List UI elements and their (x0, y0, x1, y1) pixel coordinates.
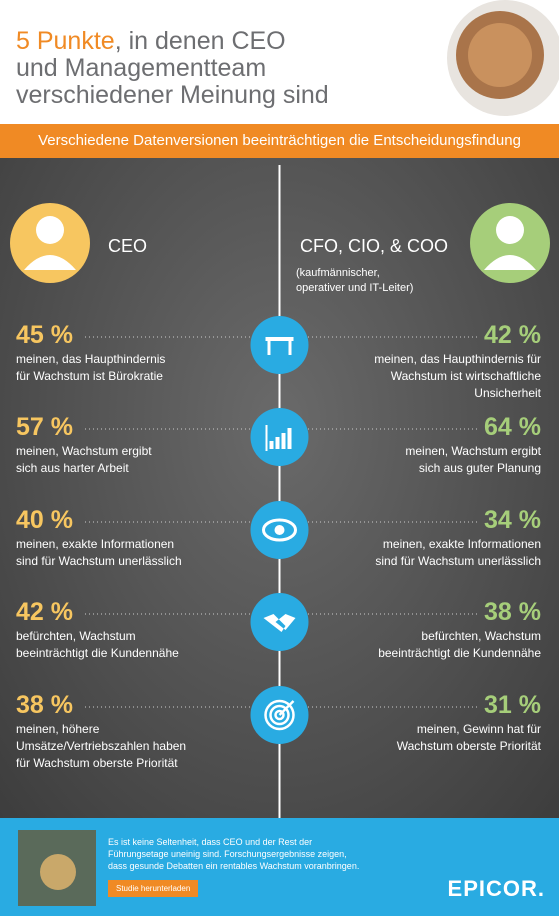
icon-part (288, 341, 292, 355)
description-line: meinen, exakte Informationen (16, 537, 175, 551)
description-line: für Wachstum oberste Priorität (16, 756, 178, 770)
description: befürchten, Wachstum beeinträchtigt die K… (378, 628, 541, 662)
note-line: operativer und IT-Leiter) (296, 282, 414, 294)
icon-part (269, 441, 274, 449)
percent: 34 % (484, 506, 541, 534)
percent: 31 % (484, 691, 541, 719)
logo: EPICOR. (447, 876, 545, 901)
icon-part (263, 614, 296, 632)
note-line: (kaufmännischer, (296, 267, 380, 279)
description-line: meinen, exakte Informationen (382, 537, 541, 551)
footer-line: dass gesunde Debatten ein rentables Wach… (108, 861, 360, 871)
description: meinen, exakte Informationen sind für Wac… (375, 536, 541, 570)
percent: 42 % (484, 321, 541, 349)
icon-part (262, 518, 297, 542)
percent: 42 % (16, 598, 73, 626)
description-line: sind für Wachstum unerlässlich (16, 554, 182, 568)
description-line: sich aus guter Planung (418, 461, 541, 475)
icon (262, 518, 297, 542)
icon-part (275, 437, 280, 449)
description-line: meinen, höhere (16, 722, 100, 736)
description-line: meinen, das Haupthindernis (16, 352, 166, 366)
banner: Verschiedene Datenversionen beeinträchti… (0, 124, 559, 158)
description-line: Unsicherheit (474, 386, 541, 400)
icon-part (265, 337, 294, 341)
description: meinen, Wachstum ergibt sich aus guter Pl… (405, 443, 541, 477)
percent: 38 % (484, 598, 541, 626)
icon (263, 614, 296, 632)
description-line: Wachstum ist wirtschaftliche (390, 369, 541, 383)
icon-part (269, 704, 290, 726)
icon-part (281, 433, 286, 449)
description: meinen, das Haupthindernis für Wachstum i… (374, 351, 541, 402)
title-text: verschiedener Meinung sind (16, 81, 329, 109)
description-line: meinen, Wachstum ergibt (16, 444, 152, 458)
description-line: beeinträchtigt die Kundennähe (378, 646, 541, 660)
title-text: , in denen CEO (114, 27, 286, 55)
title: 5 Punkte, in denen CEO und Managementtea… (16, 28, 329, 109)
icon-part (264, 699, 295, 731)
description-line: meinen, Wachstum ergibt (405, 444, 541, 458)
icon (265, 337, 294, 355)
description-line: befürchten, Wachstum (16, 629, 136, 643)
icon-part (274, 525, 285, 535)
icon-part (287, 428, 292, 449)
right-note: (kaufmännischer, operativer und IT-Leite… (296, 266, 413, 296)
title-highlight: 5 Punkte (16, 27, 115, 55)
icon (264, 699, 295, 731)
report-image (18, 830, 96, 906)
percent: 45 % (16, 321, 73, 349)
download-button[interactable]: Studie herunterladen (108, 880, 199, 897)
left-label: CEO (108, 236, 148, 256)
footer-line: Es ist keine Seltenheit, dass CEO und de… (108, 837, 313, 847)
description: meinen, höhere Umsätze/Vertriebszahlen ha… (16, 721, 186, 772)
description-line: meinen, Gewinn hat für (416, 722, 541, 736)
footer-line: Führungsetage uneinig sind. Forschungser… (108, 849, 347, 859)
description-line: meinen, das Haupthindernis für (374, 352, 541, 366)
right-label: CFO, CIO, & COO (300, 236, 449, 256)
title-text: und Managementteam (16, 54, 267, 82)
icon-part (267, 341, 271, 355)
icon-circle (250, 593, 309, 651)
icon-part (265, 425, 268, 451)
description-line: beeinträchtigt die Kundennähe (16, 646, 179, 660)
description: meinen, das Haupthindernis für Wachstum i… (16, 351, 165, 385)
description-line: Wachstum oberste Priorität (396, 739, 541, 753)
description-line: befürchten, Wachstum (421, 629, 541, 643)
description-line: sind für Wachstum unerlässlich (375, 554, 541, 568)
description: befürchten, Wachstum beeinträchtigt die K… (16, 628, 179, 662)
description: meinen, Wachstum ergibt sich aus harter A… (16, 443, 152, 477)
description-line: Umsätze/Vertriebszahlen haben (16, 739, 187, 753)
footer-text: Es ist keine Seltenheit, dass CEO und de… (108, 836, 359, 872)
icon (265, 425, 292, 451)
percent: 57 % (16, 413, 73, 441)
percent: 38 % (16, 691, 73, 719)
description: meinen, exakte Informationen sind für Wac… (16, 536, 182, 570)
percent: 40 % (16, 506, 73, 534)
description: meinen, Gewinn hat für Wachstum oberste P… (397, 721, 541, 755)
description-line: für Wachstum ist Bürokratie (16, 369, 163, 383)
coffee-image (447, 0, 559, 116)
icon-part (278, 700, 295, 716)
description-line: sich aus harter Arbeit (16, 461, 129, 475)
icon-circle (250, 316, 309, 374)
icon-part (274, 709, 285, 721)
percent: 64 % (484, 413, 541, 441)
